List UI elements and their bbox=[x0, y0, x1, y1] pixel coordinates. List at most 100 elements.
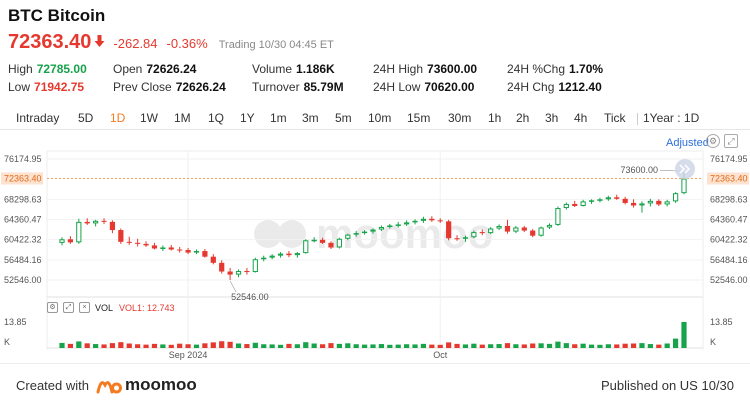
volume-bar-5 bbox=[101, 344, 107, 348]
tab-divider bbox=[637, 113, 638, 125]
stat-24h-high: 24H High 73600.00 bbox=[373, 62, 478, 76]
volume-bar-43 bbox=[420, 343, 427, 348]
volume-bar-64 bbox=[597, 344, 603, 348]
close-icon[interactable]: × bbox=[79, 302, 90, 313]
tab-3h[interactable]: 3h bbox=[545, 111, 559, 125]
tab-5d[interactable]: 5D bbox=[78, 111, 94, 125]
y-tick-left-0: 76174.95 bbox=[4, 154, 42, 164]
candlestick-chart[interactable]: 76174.95 76174.95 72363.40 72363.40 68298.63… bbox=[0, 0, 750, 363]
candle-body-52 bbox=[496, 225, 502, 229]
watermark: moomoo bbox=[250, 210, 493, 258]
period-tabs: Intraday 5D 1D 1W 1M 1Q 1Y 1m 3m 5m 10m … bbox=[0, 106, 750, 130]
volume-bar-12 bbox=[160, 344, 166, 348]
gear-icon[interactable]: ⚙ bbox=[706, 134, 720, 148]
stat-turnover: Turnover 85.79M bbox=[252, 80, 344, 94]
candle-body-43 bbox=[420, 218, 427, 221]
volume-bar-2 bbox=[76, 341, 82, 348]
x-axis: Sep 2024 Oct bbox=[169, 350, 448, 360]
tab-1min[interactable]: 1m bbox=[270, 111, 287, 125]
created-with-label: Created with bbox=[16, 378, 89, 393]
candle-body-37 bbox=[370, 229, 376, 232]
y-tick-left-3: 64360.47 bbox=[4, 215, 42, 225]
double-chevron-right-icon[interactable] bbox=[675, 159, 695, 179]
range-selector[interactable]: 1Year : 1D bbox=[643, 111, 700, 125]
volume-bar-37 bbox=[370, 344, 376, 348]
candle-body-72 bbox=[664, 201, 670, 205]
volume-bar-27 bbox=[286, 343, 292, 348]
stat-24h-chg: 24H Chg 1212.40 bbox=[507, 80, 602, 94]
candle-body-71 bbox=[656, 200, 662, 205]
volume-bar-33 bbox=[336, 343, 342, 348]
candle-body-6 bbox=[109, 221, 116, 231]
page-title: BTC Bitcoin bbox=[8, 6, 106, 25]
candle-body-68 bbox=[630, 202, 637, 206]
moomoo-logo[interactable]: moomoo bbox=[96, 375, 197, 395]
stat-prev-close: Prev Close 72626.24 bbox=[113, 80, 226, 94]
candle-body-13 bbox=[168, 247, 174, 250]
tab-1y[interactable]: 1Y bbox=[240, 111, 255, 125]
volume-bar-8 bbox=[126, 343, 132, 348]
volume-bar-29 bbox=[303, 342, 309, 348]
volume-bar-65 bbox=[605, 344, 611, 348]
published-label: Published on US 10/30 bbox=[601, 378, 734, 393]
candle-body-70 bbox=[647, 200, 653, 204]
vol-max-right: 13.85 bbox=[710, 317, 733, 327]
volume-indicator-value: VOL1: 12.743 bbox=[119, 302, 175, 313]
candle-body-21 bbox=[235, 271, 242, 275]
settings-icon[interactable]: ⚙ bbox=[47, 302, 58, 313]
volume-bar-36 bbox=[361, 344, 368, 348]
tab-3min[interactable]: 3m bbox=[302, 111, 319, 125]
volume-bar-69 bbox=[639, 343, 645, 348]
candle-body-61 bbox=[572, 203, 578, 206]
tab-4h[interactable]: 4h bbox=[574, 111, 588, 125]
tab-1d[interactable]: 1D bbox=[110, 111, 126, 125]
volume-bar-31 bbox=[319, 344, 326, 348]
volume-bar-46 bbox=[446, 342, 452, 348]
candle-body-25 bbox=[269, 255, 275, 258]
candle-body-16 bbox=[193, 251, 200, 253]
tab-5min[interactable]: 5m bbox=[335, 111, 352, 125]
volume-bar-40 bbox=[395, 344, 401, 348]
stat-24h-pctchg: 24H %Chg 1.70% bbox=[507, 62, 604, 76]
volume-bar-59 bbox=[555, 341, 561, 348]
candle-body-29 bbox=[303, 240, 309, 254]
volume-bar-35 bbox=[353, 344, 359, 348]
annotation-label-0: 73600.00 bbox=[620, 165, 658, 175]
candle-body-59 bbox=[555, 208, 561, 225]
expand-icon[interactable]: ⤢ bbox=[724, 134, 738, 148]
tab-tick[interactable]: Tick bbox=[604, 111, 626, 125]
candle-body-32 bbox=[328, 242, 334, 248]
candle-body-57 bbox=[538, 227, 544, 236]
stat-low: Low 71942.75 bbox=[8, 80, 85, 94]
tab-1q[interactable]: 1Q bbox=[208, 111, 225, 125]
volume-bar-50 bbox=[479, 344, 485, 348]
candles-group bbox=[59, 172, 687, 280]
tab-15min[interactable]: 15m bbox=[407, 111, 431, 125]
expand-icon[interactable]: ⤢ bbox=[63, 302, 74, 313]
candle-body-51 bbox=[488, 228, 494, 234]
tab-2h[interactable]: 2h bbox=[516, 111, 530, 125]
tab-1m-month[interactable]: 1M bbox=[174, 111, 191, 125]
volume-bar-3 bbox=[84, 343, 90, 348]
candle-body-38 bbox=[378, 226, 385, 230]
tab-1h[interactable]: 1h bbox=[488, 111, 502, 125]
volume-bar-28 bbox=[294, 344, 300, 348]
candle-body-15 bbox=[185, 250, 191, 253]
stat-volume: Volume 1.186K bbox=[252, 62, 335, 76]
volume-panel-header: ⚙ ⤢ × VOL VOL1: 12.743 bbox=[47, 302, 175, 313]
volume-bar-16 bbox=[193, 344, 200, 348]
tab-30min[interactable]: 30m bbox=[448, 111, 472, 125]
volume-bar-49 bbox=[471, 343, 477, 348]
adjusted-toggle[interactable]: Adjusted bbox=[666, 137, 709, 149]
candle-body-56 bbox=[530, 230, 536, 236]
volume-bar-72 bbox=[664, 343, 670, 348]
candle-body-74 bbox=[681, 178, 687, 194]
candle-body-63 bbox=[588, 200, 595, 202]
tab-10min[interactable]: 10m bbox=[368, 111, 392, 125]
candle-body-9 bbox=[135, 242, 141, 244]
volume-bar-30 bbox=[311, 343, 317, 348]
tab-1w[interactable]: 1W bbox=[140, 111, 158, 125]
volume-bar-54 bbox=[513, 344, 519, 348]
tab-intraday[interactable]: Intraday bbox=[16, 111, 60, 125]
candle-body-27 bbox=[286, 253, 292, 256]
